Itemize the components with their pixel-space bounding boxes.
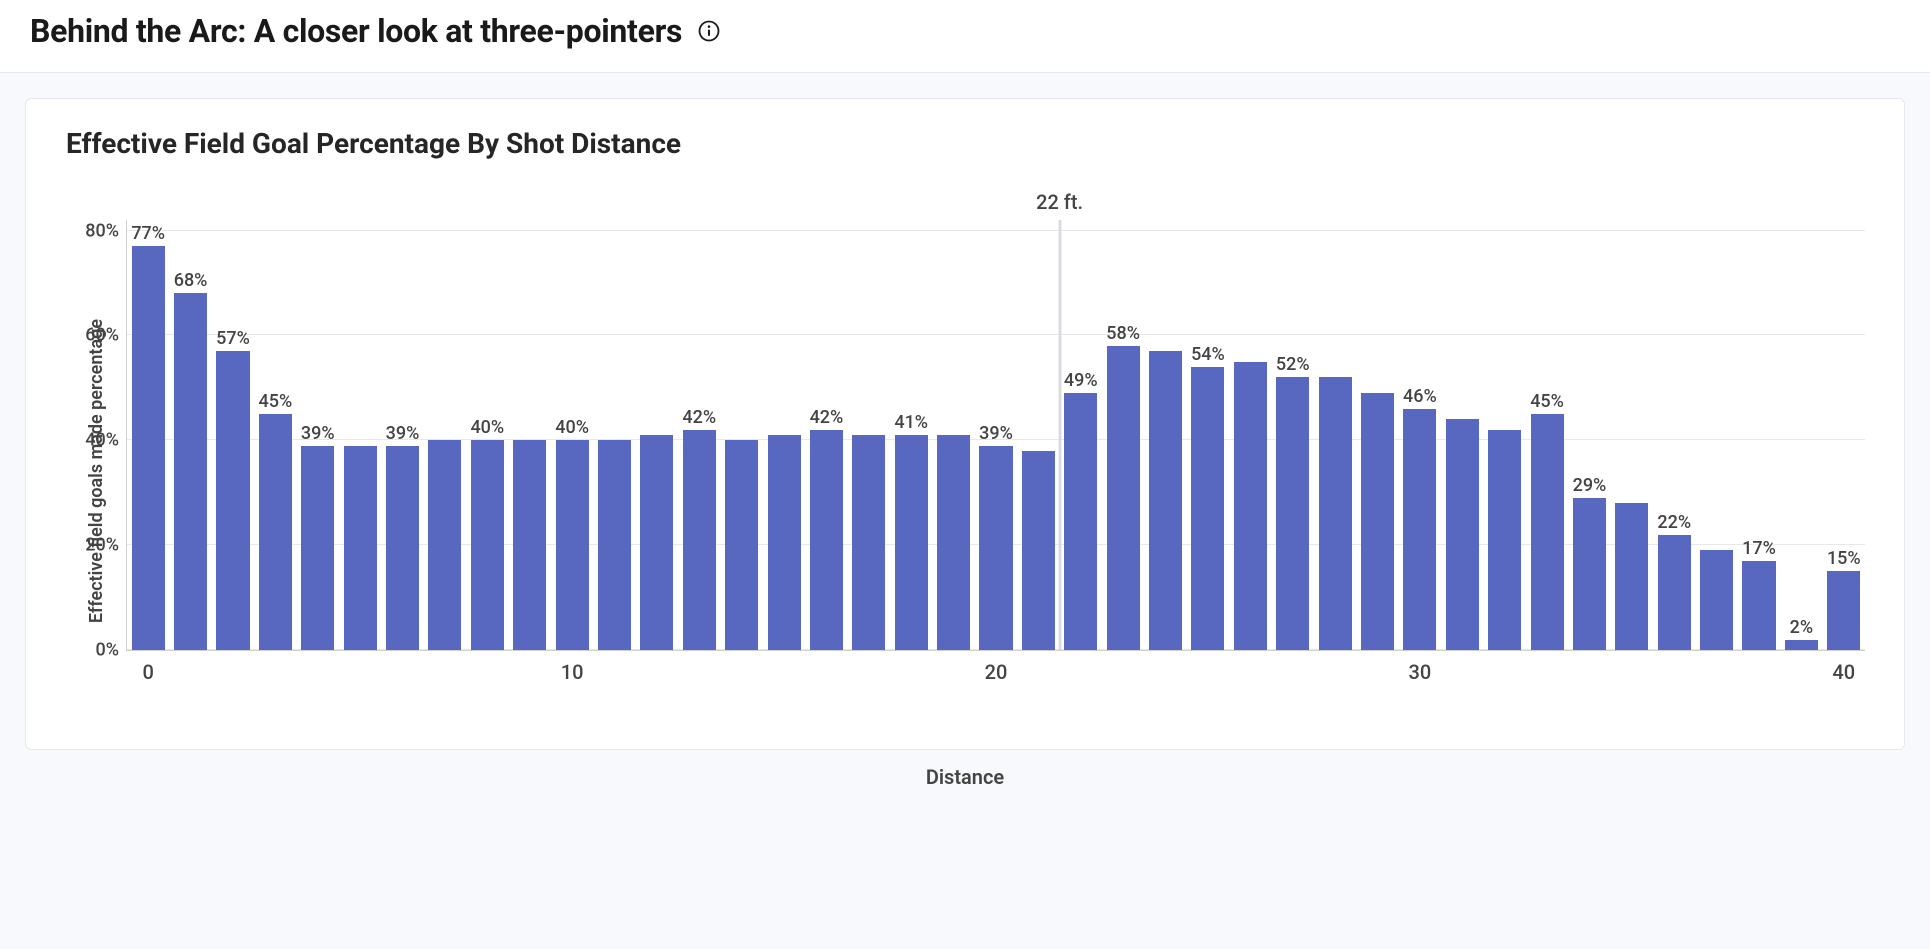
bar — [1488, 430, 1521, 650]
bar-value-label: 45% — [259, 391, 293, 412]
bar-value-label: 17% — [1742, 538, 1776, 559]
bar: 52% — [1276, 377, 1309, 650]
x-tick-label: 40 — [1832, 650, 1855, 684]
info-icon[interactable] — [698, 20, 720, 42]
bar: 39% — [386, 446, 419, 651]
bar: 68% — [174, 293, 207, 650]
bar-value-label: 68% — [174, 270, 208, 291]
y-axis-label: Effective field goals made percentage — [86, 318, 107, 622]
bar-value-label: 40% — [555, 417, 589, 438]
bar-value-label: 39% — [386, 423, 420, 444]
y-tick-label: 0% — [96, 640, 127, 661]
bar: 54% — [1191, 367, 1224, 650]
bar: 40% — [556, 440, 589, 650]
bar — [1700, 550, 1733, 650]
bar-value-label: 2% — [1790, 617, 1813, 638]
bar — [937, 435, 970, 650]
bar — [1022, 451, 1055, 650]
bar: 2% — [1785, 640, 1818, 650]
bar — [513, 440, 546, 650]
bar — [1615, 503, 1648, 650]
bar-value-label: 42% — [810, 407, 844, 428]
page: Behind the Arc: A closer look at three-p… — [0, 0, 1930, 790]
body: Effective Field Goal Percentage By Shot … — [0, 73, 1930, 790]
bar — [852, 435, 885, 650]
bar-value-label: 54% — [1191, 344, 1225, 365]
chart-card: Effective Field Goal Percentage By Shot … — [25, 98, 1905, 750]
bar: 58% — [1107, 346, 1140, 650]
bar-value-label: 39% — [301, 423, 335, 444]
bar — [1446, 419, 1479, 650]
bar-value-label: 58% — [1106, 323, 1140, 344]
bar: 22% — [1658, 535, 1691, 650]
bar — [768, 435, 801, 650]
bar: 42% — [683, 430, 716, 650]
bar-value-label: 46% — [1403, 386, 1437, 407]
bar-value-label: 77% — [131, 223, 165, 244]
x-tick-label: 20 — [985, 650, 1008, 684]
bar-value-label: 49% — [1064, 370, 1098, 391]
bar: 29% — [1573, 498, 1606, 650]
bar: 15% — [1827, 571, 1860, 650]
bar: 77% — [132, 246, 165, 650]
bar: 41% — [895, 435, 928, 650]
bar-value-label: 57% — [216, 328, 250, 349]
bar-value-label: 40% — [470, 417, 504, 438]
bar — [598, 440, 631, 650]
bar-value-label: 45% — [1530, 391, 1564, 412]
bar-value-label: 22% — [1657, 512, 1691, 533]
bar — [1234, 362, 1267, 650]
chart-plot-area: 0%20%40%60%80%22 ft.77%68%57%45%39%39%40… — [126, 220, 1865, 651]
y-tick-label: 60% — [85, 325, 127, 346]
y-tick-label: 40% — [85, 430, 127, 451]
bar-value-label: 42% — [682, 407, 716, 428]
bar-value-label: 29% — [1573, 475, 1607, 496]
page-title: Behind the Arc: A closer look at three-p… — [30, 12, 682, 50]
chart-title: Effective Field Goal Percentage By Shot … — [66, 127, 1864, 160]
header: Behind the Arc: A closer look at three-p… — [0, 0, 1930, 73]
bar-value-label: 39% — [979, 423, 1013, 444]
grid-line — [127, 334, 1865, 335]
grid-line — [127, 230, 1865, 231]
y-tick-label: 20% — [85, 535, 127, 556]
bar: 39% — [301, 446, 334, 651]
bar-value-label: 41% — [894, 412, 928, 433]
bar: 42% — [810, 430, 843, 650]
bar: 49% — [1064, 393, 1097, 650]
bar — [725, 440, 758, 650]
bar: 40% — [471, 440, 504, 650]
reference-line-label: 22 ft. — [1036, 190, 1083, 220]
bar: 45% — [1531, 414, 1564, 650]
x-axis-label: Distance — [926, 721, 1004, 789]
bar — [428, 440, 461, 650]
bar — [1319, 377, 1352, 650]
x-tick-label: 30 — [1409, 650, 1432, 684]
bar: 45% — [259, 414, 292, 650]
x-tick-label: 10 — [561, 650, 584, 684]
chart: Effective field goals made percentage 0%… — [66, 220, 1864, 721]
reference-line — [1058, 220, 1061, 650]
bar: 17% — [1742, 561, 1775, 650]
bar-value-label: 15% — [1827, 548, 1861, 569]
y-tick-label: 80% — [85, 220, 127, 241]
bar-value-label: 52% — [1276, 354, 1310, 375]
bar — [1361, 393, 1394, 650]
bar — [344, 446, 377, 651]
bar — [1149, 351, 1182, 650]
bar: 39% — [979, 446, 1012, 651]
bar: 46% — [1403, 409, 1436, 650]
bar: 57% — [216, 351, 249, 650]
bar — [640, 435, 673, 650]
x-tick-label: 0 — [143, 650, 154, 684]
